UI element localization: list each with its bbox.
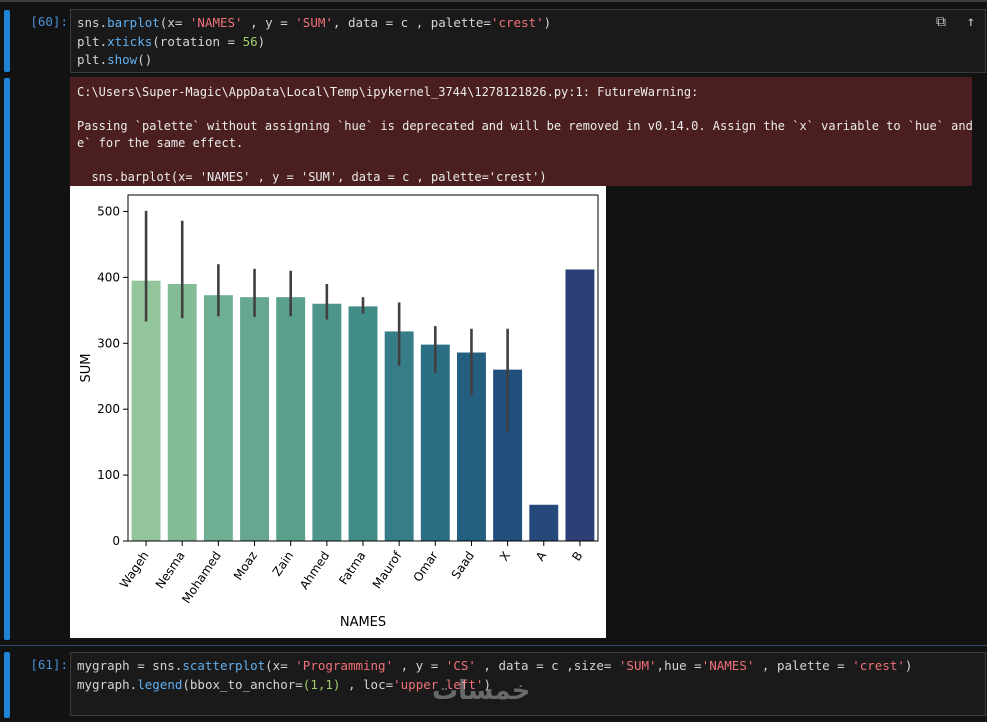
code-line: mygraph = sns.scatterplot(x= 'Programmin… (77, 657, 985, 676)
code-token: 'CS' (445, 658, 476, 673)
y-tick-label: 500 (97, 204, 120, 218)
code-token: (rotation = (152, 33, 243, 49)
code-token: sns. (77, 15, 108, 30)
code-token: mygraph = sns. (77, 658, 183, 673)
warning-line (77, 101, 972, 118)
code-token: , loc= (340, 676, 394, 692)
y-tick-label: 200 (97, 402, 120, 416)
code-token: show (107, 52, 138, 67)
code-token: ,hue = (656, 658, 702, 673)
warning-line: C:\Users\Super-Magic\AppData\Local\Temp\… (77, 85, 699, 99)
bar-nesma (167, 283, 197, 541)
code-token: () (137, 52, 153, 67)
code-token: 'NAMES' (701, 658, 755, 673)
code-token: , y = (393, 658, 446, 673)
code-token: ) (543, 15, 552, 30)
code-token: plt. (77, 52, 108, 67)
bar-ahmed (312, 303, 342, 541)
cell-61-selection-bar[interactable] (4, 652, 10, 718)
plot-frame (127, 194, 599, 542)
x-tick-label: Nesma (153, 549, 188, 591)
cell-61-code-editor[interactable]: mygraph = sns.scatterplot(x= 'Programmin… (70, 652, 986, 716)
bar-b (565, 269, 595, 541)
bar-a (529, 504, 559, 541)
y-tick-label: 300 (97, 336, 120, 350)
code-token: legend (137, 676, 183, 692)
code-token: ) (257, 33, 266, 49)
warning-line: sns.barplot(x= 'NAMES' , y = 'SUM', data… (77, 170, 547, 184)
y-tick-label: 400 (97, 270, 120, 284)
code-token: scatterplot (182, 658, 266, 673)
cell-61-prompt: [61]: (30, 657, 68, 672)
x-axis-label: NAMES (340, 615, 386, 630)
copy-icon[interactable]: ⧉ (936, 14, 946, 30)
y-tick-label: 100 (97, 468, 120, 482)
code-token: (x= (265, 658, 296, 673)
code-token: 'SUM' (618, 658, 657, 673)
code-token: (1,1) (302, 676, 341, 692)
cell-60-code-editor[interactable]: sns.barplot(x= 'NAMES' , y = 'SUM', data… (70, 9, 986, 73)
x-tick-label: Saad (449, 549, 477, 582)
bar-zain (276, 297, 306, 541)
cell-60-output-bar[interactable] (4, 78, 10, 640)
code-token: ) (904, 658, 913, 673)
code-token: plt. (77, 33, 108, 49)
x-tick-label: Omar (410, 549, 440, 585)
arrow-up-icon[interactable]: ↑ (966, 14, 976, 30)
x-tick-label: A (533, 548, 550, 563)
x-tick-label: Maurof (370, 548, 405, 591)
x-tick-label: B (569, 549, 585, 564)
bar-omar (420, 344, 450, 541)
code-token: 'NAMES' (189, 15, 243, 30)
code-token: 56 (242, 33, 258, 49)
code-token: xticks (107, 33, 153, 49)
code-token: , y = (242, 15, 296, 30)
bar-mohamed (203, 295, 233, 541)
x-tick-label: Zain (270, 549, 296, 579)
y-axis-label: SUM (79, 354, 94, 383)
code-token: 'SUM' (295, 15, 333, 30)
bar-maurof (384, 331, 414, 541)
code-token: barplot (107, 15, 160, 30)
watermark-logo: خمسات (432, 676, 531, 706)
code-token: 'crest' (490, 15, 544, 30)
code-line: plt.show() (77, 51, 985, 70)
warning-line: Passing `palette` without assigning `hue… (77, 119, 972, 133)
warning-line: e` for the same effect. (77, 136, 244, 150)
code-token: 'crest' (852, 658, 905, 673)
x-tick-label: Wageh (117, 549, 152, 591)
code-token: ) (483, 676, 491, 692)
x-tick-label: Moaz (231, 549, 260, 583)
code-token: (x= (159, 15, 190, 30)
bar-fatma (348, 306, 378, 541)
code-token: , data = c , palette= (332, 15, 491, 30)
bar-wageh (131, 280, 161, 541)
code-token: 'Programming' (295, 658, 394, 673)
code-line: mygraph.legend(bbox_to_anchor=(1,1) , lo… (77, 676, 985, 695)
code-token: 'upper left' (393, 676, 484, 692)
warning-output: C:\Users\Super-Magic\AppData\Local\Temp\… (70, 77, 972, 186)
barplot-figure: Wageh Nesma Mohamed Moaz Zain Ahmed Fatma Mauro… (70, 186, 606, 638)
warning-line (77, 152, 972, 169)
code-token: (bbox_to_anchor= (182, 676, 303, 692)
x-tick-label: Ahmed (297, 549, 332, 592)
y-tick-label: 0 (112, 534, 120, 548)
code-token: , palette = (754, 658, 853, 673)
cell-separator (0, 645, 987, 646)
code-line: sns.barplot(x= 'NAMES' , y = 'SUM', data… (77, 14, 985, 33)
code-line: plt.xticks(rotation = 56) (77, 33, 985, 52)
cell-60-selection-bar[interactable] (4, 10, 10, 72)
top-border (0, 0, 987, 2)
cell-60-prompt: [60]: (30, 14, 68, 29)
bar-moaz (240, 297, 269, 541)
code-token: mygraph. (77, 676, 138, 692)
cell-toolbar: ⧉ ↑ (933, 14, 979, 30)
code-token: , data = c ,size= (475, 658, 619, 673)
x-tick-label: X (497, 549, 513, 564)
x-tick-label: Fatma (336, 549, 368, 587)
